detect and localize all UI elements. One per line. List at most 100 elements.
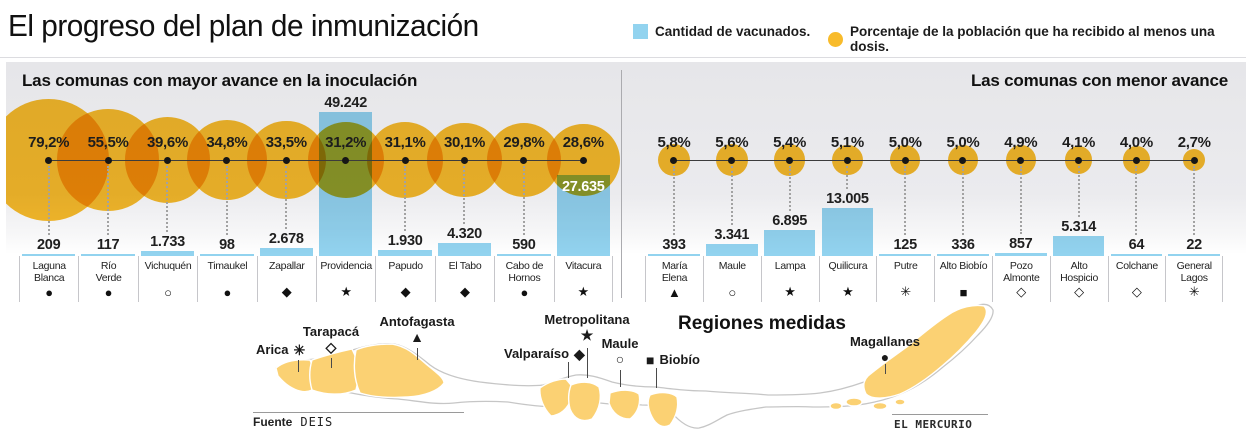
map-region-label: Maule ○ <box>602 336 639 366</box>
percent-axis-dot <box>342 156 350 164</box>
map-highlighted-regions <box>275 304 988 428</box>
map-region-name: Biobío <box>659 352 700 367</box>
percent-axis-dot <box>843 156 851 164</box>
commune-name: María Elena <box>661 260 688 284</box>
credit-divider <box>892 414 988 415</box>
map-island <box>829 401 843 411</box>
commune-column: 4,1% 5.314 Alto Hospicio ◇ <box>1049 62 1108 302</box>
commune-column: 5,4% 6.895 Lampa ★ <box>760 62 819 302</box>
region-symbol-icon: ✳ <box>900 284 912 299</box>
commune-name: Vitacura <box>565 260 602 272</box>
percent-axis-dot <box>786 156 794 164</box>
connector-dashed-line <box>1193 166 1196 235</box>
vaccinated-count-label: 98 <box>219 237 235 253</box>
commune-column: 5,8% 393 María Elena ▲ <box>645 62 703 302</box>
commune-name: Alto Hospicio <box>1060 260 1099 284</box>
commune-label-cell: Quilicura ★ <box>818 256 877 302</box>
percentage-label: 5,1% <box>830 134 864 151</box>
region-symbol-icon: ★ <box>842 284 854 299</box>
vaccinated-count-label: 393 <box>662 237 686 253</box>
region-symbol-icon: ▲ <box>668 285 681 300</box>
map-marker-stem <box>885 364 886 374</box>
vaccinated-count-bar <box>319 112 373 256</box>
map-marker-stem <box>620 370 621 387</box>
percent-axis-dot <box>579 156 587 164</box>
map-region-metropolitana <box>567 381 601 422</box>
map-region-name: Magallanes <box>849 334 921 349</box>
commune-label-cell: Laguna Blanca ● <box>19 256 78 302</box>
percentage-label: 2,7% <box>1177 134 1211 151</box>
map-region-arica <box>275 359 315 393</box>
connector-dashed-line <box>522 166 525 235</box>
percent-axis-dot <box>282 156 290 164</box>
region-symbol-icon: ★ <box>340 284 353 299</box>
commune-name: Quilicura <box>828 260 868 272</box>
commune-label-cell: Putre ✳ <box>876 256 934 302</box>
region-symbol-icon: ★ <box>577 284 590 299</box>
vaccinated-count-label: 5.314 <box>1061 219 1096 236</box>
commune-column: 33,5% 2.678 Zapallar ◆ <box>246 62 326 302</box>
map-region-name: Maule <box>601 336 639 351</box>
region-symbol-icon: ◇ <box>1074 284 1085 299</box>
percentage-label: 31,1% <box>384 134 426 151</box>
panel-title-mayor: Las comunas con mayor avance en la inocu… <box>22 71 418 90</box>
vaccinated-count-bar <box>879 254 932 256</box>
panel-mayor-avance: Las comunas con mayor avance en la inocu… <box>6 62 622 302</box>
vaccinated-count-label: 117 <box>96 237 120 253</box>
map-region-symbol-icon: ▲ <box>410 329 424 345</box>
vaccinated-count-label: 1.930 <box>387 233 423 250</box>
commune-column: 4,0% 64 Colchane ◇ <box>1107 62 1166 302</box>
connector-dashed-line <box>285 166 288 230</box>
commune-name: Putre <box>893 260 918 272</box>
map-section: Regiones medidas Fuente D <box>0 302 1246 443</box>
percent-axis-line <box>48 159 584 161</box>
map-region-label: Metropolitana ★ <box>544 312 629 342</box>
map-region-label: Arica ✳ <box>256 342 305 357</box>
map-region-label: ■ Biobío <box>646 352 700 367</box>
commune-name: Papudo <box>388 260 423 272</box>
percentage-label: 5,6% <box>715 134 749 151</box>
commune-name: Zapallar <box>269 260 305 272</box>
vaccinated-count-bar <box>648 254 700 256</box>
commune-name: Laguna Blanca <box>32 260 67 284</box>
commune-column: 5,0% 336 Alto Biobío ■ <box>934 62 992 302</box>
connector-dashed-line <box>1019 166 1022 234</box>
map-region-symbol-icon: ○ <box>615 351 625 367</box>
page-title: El progreso del plan de inmunización <box>8 8 479 43</box>
map-region-magallanes <box>863 304 988 399</box>
percent-axis-dot <box>223 156 231 164</box>
vaccinated-count-bar <box>140 250 195 256</box>
legend-label: Porcentaje de la población que ha recibi… <box>850 24 1215 54</box>
commune-label-cell: Zapallar ◆ <box>256 256 316 302</box>
connector-dashed-line <box>107 166 110 235</box>
legend-label: Cantidad de vacunados. <box>655 24 811 39</box>
percent-axis-dot <box>520 156 528 164</box>
percentage-label: 30,1% <box>443 134 486 151</box>
percentage-label: 55,5% <box>87 134 129 151</box>
vaccinated-count-label: 27.635 <box>562 179 605 196</box>
vaccinated-count-bar <box>821 207 874 256</box>
map-island <box>894 398 906 406</box>
commune-column: 4,9% 857 Pozo Almonte ◇ <box>991 62 1050 302</box>
commune-label-cell: Lampa ★ <box>760 256 819 302</box>
chile-map <box>275 303 994 429</box>
commune-label-cell: Cabo de Hornos ● <box>494 256 553 302</box>
commune-label-cell: Vichuquén ○ <box>137 256 197 302</box>
connector-dashed-line <box>166 166 169 232</box>
map-region-symbol-icon: ★ <box>580 327 594 343</box>
vaccinated-count-label: 3.341 <box>714 226 750 243</box>
map-island <box>845 397 863 407</box>
commune-name: Colchane <box>1115 260 1158 272</box>
vaccinated-count-label: 590 <box>512 237 536 253</box>
commune-column: 29,8% 590 Cabo de Hornos ● <box>486 62 562 302</box>
panel-title-menor: Las comunas con menor avance <box>970 71 1228 90</box>
region-symbol-icon: ◇ <box>1016 284 1027 299</box>
map-island <box>872 401 888 411</box>
percentage-label: 5,0% <box>888 134 922 151</box>
commune-name: Maule <box>718 260 746 272</box>
region-symbol-icon: ● <box>104 285 113 300</box>
commune-label-cell: Colchane ◇ <box>1107 256 1166 302</box>
vaccinated-count-bar <box>259 248 313 256</box>
region-symbol-icon: ● <box>45 285 54 300</box>
commune-label-cell: Alto Hospicio ◇ <box>1049 256 1108 302</box>
